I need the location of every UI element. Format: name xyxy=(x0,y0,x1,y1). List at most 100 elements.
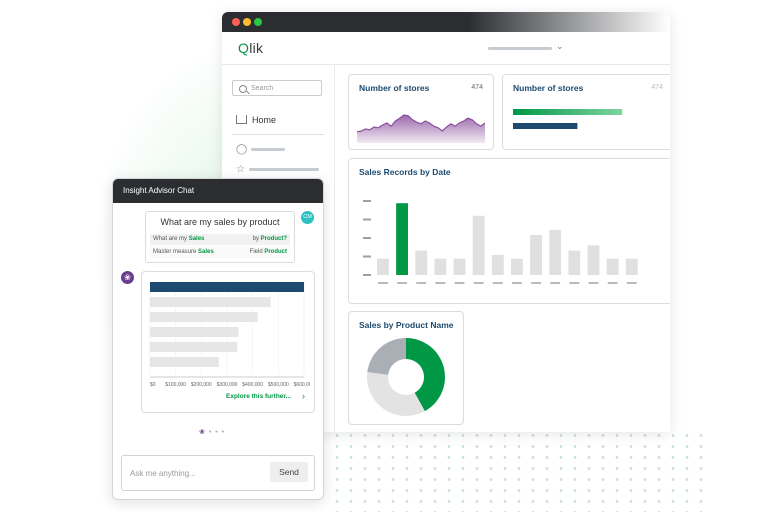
kpi-bar-chart xyxy=(513,109,623,129)
interp-text: What are my xyxy=(153,236,189,242)
star-icon: ☆ xyxy=(236,164,245,175)
bar xyxy=(150,282,304,292)
bar xyxy=(150,327,239,337)
interpretation-row: What are my Sales by Product? xyxy=(150,234,290,245)
bar xyxy=(377,258,389,275)
x-tick-label xyxy=(512,282,522,284)
y-tick-label xyxy=(363,200,371,202)
chevron-down-icon[interactable]: ⌄ xyxy=(556,41,564,51)
app-selector-placeholder[interactable] xyxy=(488,47,552,50)
insight-advisor-chat: Insight Advisor Chat What are my sales b… xyxy=(112,178,324,500)
x-tick-label: $100,000 xyxy=(165,382,186,388)
chat-input-row: Send xyxy=(121,455,315,491)
bar xyxy=(434,258,447,275)
sidebar: Search Home ◯ ☆ xyxy=(222,64,335,432)
interp-text: Field xyxy=(249,249,265,255)
x-tick-label xyxy=(397,282,408,284)
donut-slice xyxy=(406,338,445,412)
send-button[interactable]: Send xyxy=(270,462,308,482)
bar xyxy=(150,297,271,307)
card-sales-by-product-name[interactable]: Sales by Product Name xyxy=(348,311,464,425)
card-sales-records-by-date[interactable]: Sales Records by Date xyxy=(348,158,670,304)
qlik-logo[interactable]: Qlik xyxy=(238,40,263,56)
answer-card[interactable]: $0 $100,000 $200,000 $300,000 $400,000 $500,0… xyxy=(141,271,315,413)
bar xyxy=(453,258,466,275)
bar xyxy=(568,250,581,275)
user-avatar: CM xyxy=(301,211,314,224)
x-tick-label xyxy=(626,282,637,284)
sidebar-item-starred[interactable]: ☆ xyxy=(236,164,319,175)
sidebar-item-placeholder xyxy=(248,167,319,171)
search-icon xyxy=(239,85,247,93)
x-tick-label xyxy=(473,282,484,284)
background-dot-pattern xyxy=(330,430,710,512)
x-tick-label xyxy=(416,282,427,284)
area-fill xyxy=(357,115,485,143)
chat-input[interactable] xyxy=(128,464,262,482)
interp-term: Product? xyxy=(260,236,287,242)
x-tick-label xyxy=(378,282,388,284)
card-number-of-stores-line[interactable]: Number of stores 474 xyxy=(348,74,494,150)
insight-advisor-icon: ❀ xyxy=(121,271,134,284)
chat-header: Insight Advisor Chat xyxy=(113,179,323,203)
x-tick-label xyxy=(454,282,465,284)
x-tick-label: $300,000 xyxy=(217,382,238,388)
close-window-button[interactable] xyxy=(232,18,240,26)
logo-rest: lik xyxy=(249,40,264,56)
bar xyxy=(491,255,504,275)
interp-term: Product xyxy=(264,249,287,255)
x-tick-label xyxy=(569,282,580,284)
sidebar-divider xyxy=(232,134,324,135)
sales-by-product-horizontal-bar-chart: $0 $100,000 $200,000 $300,000 $400,000 $500,0… xyxy=(149,282,310,388)
card-title: Sales Records by Date xyxy=(359,167,451,177)
x-tick-label xyxy=(492,282,503,284)
kpi-bar xyxy=(513,123,578,129)
bar xyxy=(150,342,238,352)
interp-term: Sales xyxy=(198,249,214,255)
x-tick-label xyxy=(588,282,599,284)
bar xyxy=(472,215,485,275)
card-title: Sales by Product Name xyxy=(359,320,454,330)
sales-by-date-bar-chart xyxy=(363,200,638,284)
sidebar-item-home[interactable]: Home xyxy=(236,114,276,125)
x-tick-label: $500,000 xyxy=(268,382,289,388)
y-tick-label xyxy=(363,237,371,239)
x-tick-label: $400,000 xyxy=(242,382,263,388)
sales-by-product-donut-chart xyxy=(367,338,445,416)
x-tick-label: $0 xyxy=(150,382,156,388)
sidebar-item-favorites[interactable]: ◯ xyxy=(236,144,286,155)
x-tick-label xyxy=(435,282,446,284)
area-line xyxy=(357,114,485,133)
minimize-window-button[interactable] xyxy=(243,18,251,26)
interp-text: by xyxy=(252,236,261,242)
x-tick-label xyxy=(550,282,561,284)
user-question-card: What are my sales by product What are my… xyxy=(145,211,295,263)
app-header: Qlik ⌄ xyxy=(222,32,670,65)
check-circle-icon: ◯ xyxy=(236,144,248,155)
sidebar-item-placeholder xyxy=(251,147,286,151)
sidebar-search[interactable]: Search xyxy=(232,80,322,96)
explore-further-link[interactable]: Explore this further... xyxy=(226,393,292,400)
bar xyxy=(606,258,619,275)
card-title: Number of stores xyxy=(359,83,430,93)
y-tick-label xyxy=(363,218,371,221)
interp-term: Sales xyxy=(188,236,205,242)
user-question-text: What are my sales by product xyxy=(160,217,280,227)
logo-q: Q xyxy=(238,40,250,56)
x-tick-label xyxy=(531,282,542,284)
typing-indicator: ❀ • • • xyxy=(199,429,226,436)
maximize-window-button[interactable] xyxy=(254,18,262,26)
window-titlebar xyxy=(222,12,670,32)
card-number-of-stores-bar[interactable]: Number of stores 474 xyxy=(502,74,670,150)
card-title: Number of stores xyxy=(513,83,584,93)
kpi-bar xyxy=(513,109,623,115)
kpi-value: 474 xyxy=(651,84,663,91)
bar xyxy=(511,258,523,275)
y-tick-label xyxy=(363,255,371,258)
area-chart xyxy=(357,114,485,143)
x-tick-label xyxy=(607,282,618,284)
interp-text: Master measure xyxy=(153,249,199,255)
chevron-right-icon[interactable]: › xyxy=(302,391,305,401)
bar xyxy=(549,229,562,275)
sidebar-item-home-label: Home xyxy=(252,115,277,125)
